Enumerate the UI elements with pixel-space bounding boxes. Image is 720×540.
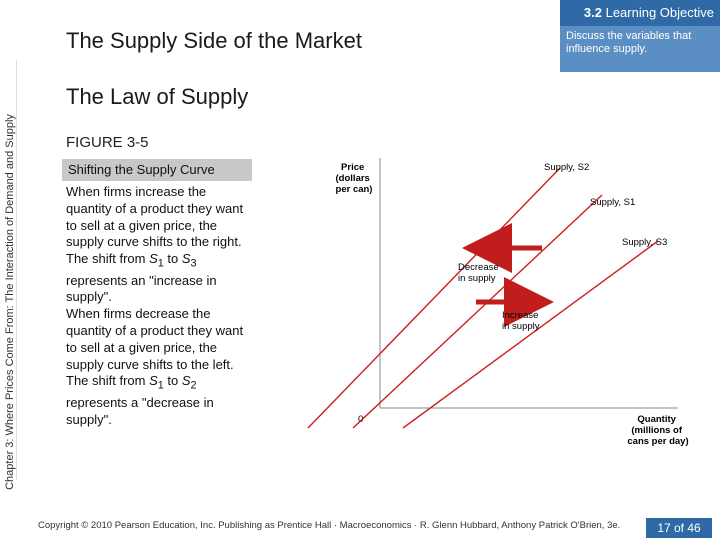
description-paragraph: When firms increase the quantity of a pr… bbox=[66, 184, 244, 250]
description-paragraph: The shift from S1 to S3 represents an "i… bbox=[66, 251, 217, 305]
decrease-label: Decrease in supply bbox=[458, 262, 501, 284]
increase-label: Increase in supply bbox=[502, 310, 541, 332]
supply-curve-s1 bbox=[352, 194, 603, 429]
description-paragraph: When firms decrease the quantity of a pr… bbox=[66, 306, 244, 372]
supply-shift-chart: Price (dollars per can) 0 Supply, S2 Sup… bbox=[307, 158, 689, 447]
figure-title: Shifting the Supply Curve bbox=[68, 162, 215, 177]
chapter-side-label: Chapter 3: Where Prices Come From: The I… bbox=[4, 114, 16, 490]
figure-label: FIGURE 3-5 bbox=[66, 134, 149, 151]
curve-label-s3: Supply, S3 bbox=[622, 237, 667, 248]
footer-copyright: Copyright © 2010 Pearson Education, Inc.… bbox=[38, 520, 621, 531]
figure-title-bar: Shifting the Supply Curve bbox=[62, 159, 252, 181]
x-axis-label: Quantity (millions of cans per day) bbox=[627, 414, 688, 447]
slide-title: The Supply Side of the Market bbox=[66, 28, 362, 53]
slide-subtitle: The Law of Supply bbox=[66, 84, 249, 109]
supply-curve-s3 bbox=[402, 240, 659, 429]
objective-number: 3.2 bbox=[583, 5, 602, 20]
page-number: 17 of 46 bbox=[646, 518, 712, 538]
description-paragraph: The shift from S1 to S2 represents a "de… bbox=[66, 373, 214, 427]
objective-label: Learning Objective bbox=[605, 5, 714, 20]
objective-text: Discuss the variables that influence sup… bbox=[566, 30, 692, 55]
learning-objective-panel: 3.2 Learning Objective Discuss the varia… bbox=[560, 0, 720, 72]
objective-header: 3.2 Learning Objective bbox=[560, 0, 720, 26]
y-axis-label: Price (dollars per can) bbox=[336, 162, 373, 195]
origin-label: 0 bbox=[358, 414, 363, 425]
vertical-divider bbox=[16, 60, 17, 480]
figure-description: When firms increase the quantity of a pr… bbox=[66, 184, 251, 428]
curve-label-s1: Supply, S1 bbox=[590, 197, 635, 208]
supply-curve-s2 bbox=[307, 167, 561, 429]
curve-label-s2: Supply, S2 bbox=[544, 162, 589, 173]
